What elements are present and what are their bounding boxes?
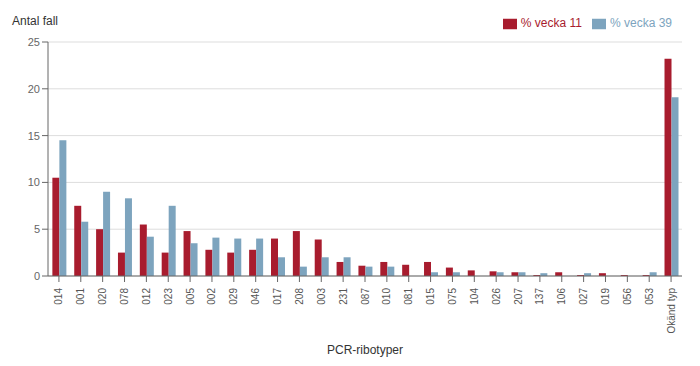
svg-text:003: 003 (316, 288, 327, 305)
svg-text:015: 015 (425, 288, 436, 305)
svg-text:0: 0 (34, 270, 40, 282)
svg-text:106: 106 (556, 288, 567, 305)
svg-text:005: 005 (185, 288, 196, 305)
svg-text:046: 046 (250, 288, 261, 305)
svg-text:081: 081 (403, 288, 414, 305)
svg-text:027: 027 (578, 288, 589, 305)
svg-text:010: 010 (381, 288, 392, 305)
svg-text:5: 5 (34, 223, 40, 235)
svg-text:017: 017 (272, 288, 283, 305)
svg-text:020: 020 (97, 288, 108, 305)
svg-text:Okänd typ: Okänd typ (666, 288, 677, 334)
svg-text:10: 10 (28, 176, 40, 188)
svg-text:023: 023 (163, 288, 174, 305)
html-text:% vecka 39: % vecka 39 (610, 16, 672, 30)
svg-text:014: 014 (53, 288, 64, 305)
svg-text:104: 104 (469, 288, 480, 305)
svg-text:208: 208 (294, 288, 305, 305)
html-text:Antal fall: Antal fall (12, 14, 58, 28)
svg-text:078: 078 (119, 288, 130, 305)
svg-text:001: 001 (75, 288, 86, 305)
svg-text:002: 002 (206, 288, 217, 305)
svg-text:PCR-ribotyper: PCR-ribotyper (327, 343, 403, 357)
svg-text:087: 087 (360, 288, 371, 305)
svg-text:026: 026 (491, 288, 502, 305)
svg-text:207: 207 (513, 288, 524, 305)
svg-text:137: 137 (534, 288, 545, 305)
svg-text:012: 012 (141, 288, 152, 305)
svg-text:075: 075 (447, 288, 458, 305)
svg-text:056: 056 (622, 288, 633, 305)
svg-text:15: 15 (28, 130, 40, 142)
html-text:% vecka 11: % vecka 11 (520, 16, 582, 30)
svg-text:231: 231 (338, 288, 349, 305)
svg-text:25: 25 (28, 36, 40, 48)
svg-text:20: 20 (28, 83, 40, 95)
svg-text:019: 019 (600, 288, 611, 305)
svg-text:029: 029 (228, 288, 239, 305)
svg-text:053: 053 (644, 288, 655, 305)
